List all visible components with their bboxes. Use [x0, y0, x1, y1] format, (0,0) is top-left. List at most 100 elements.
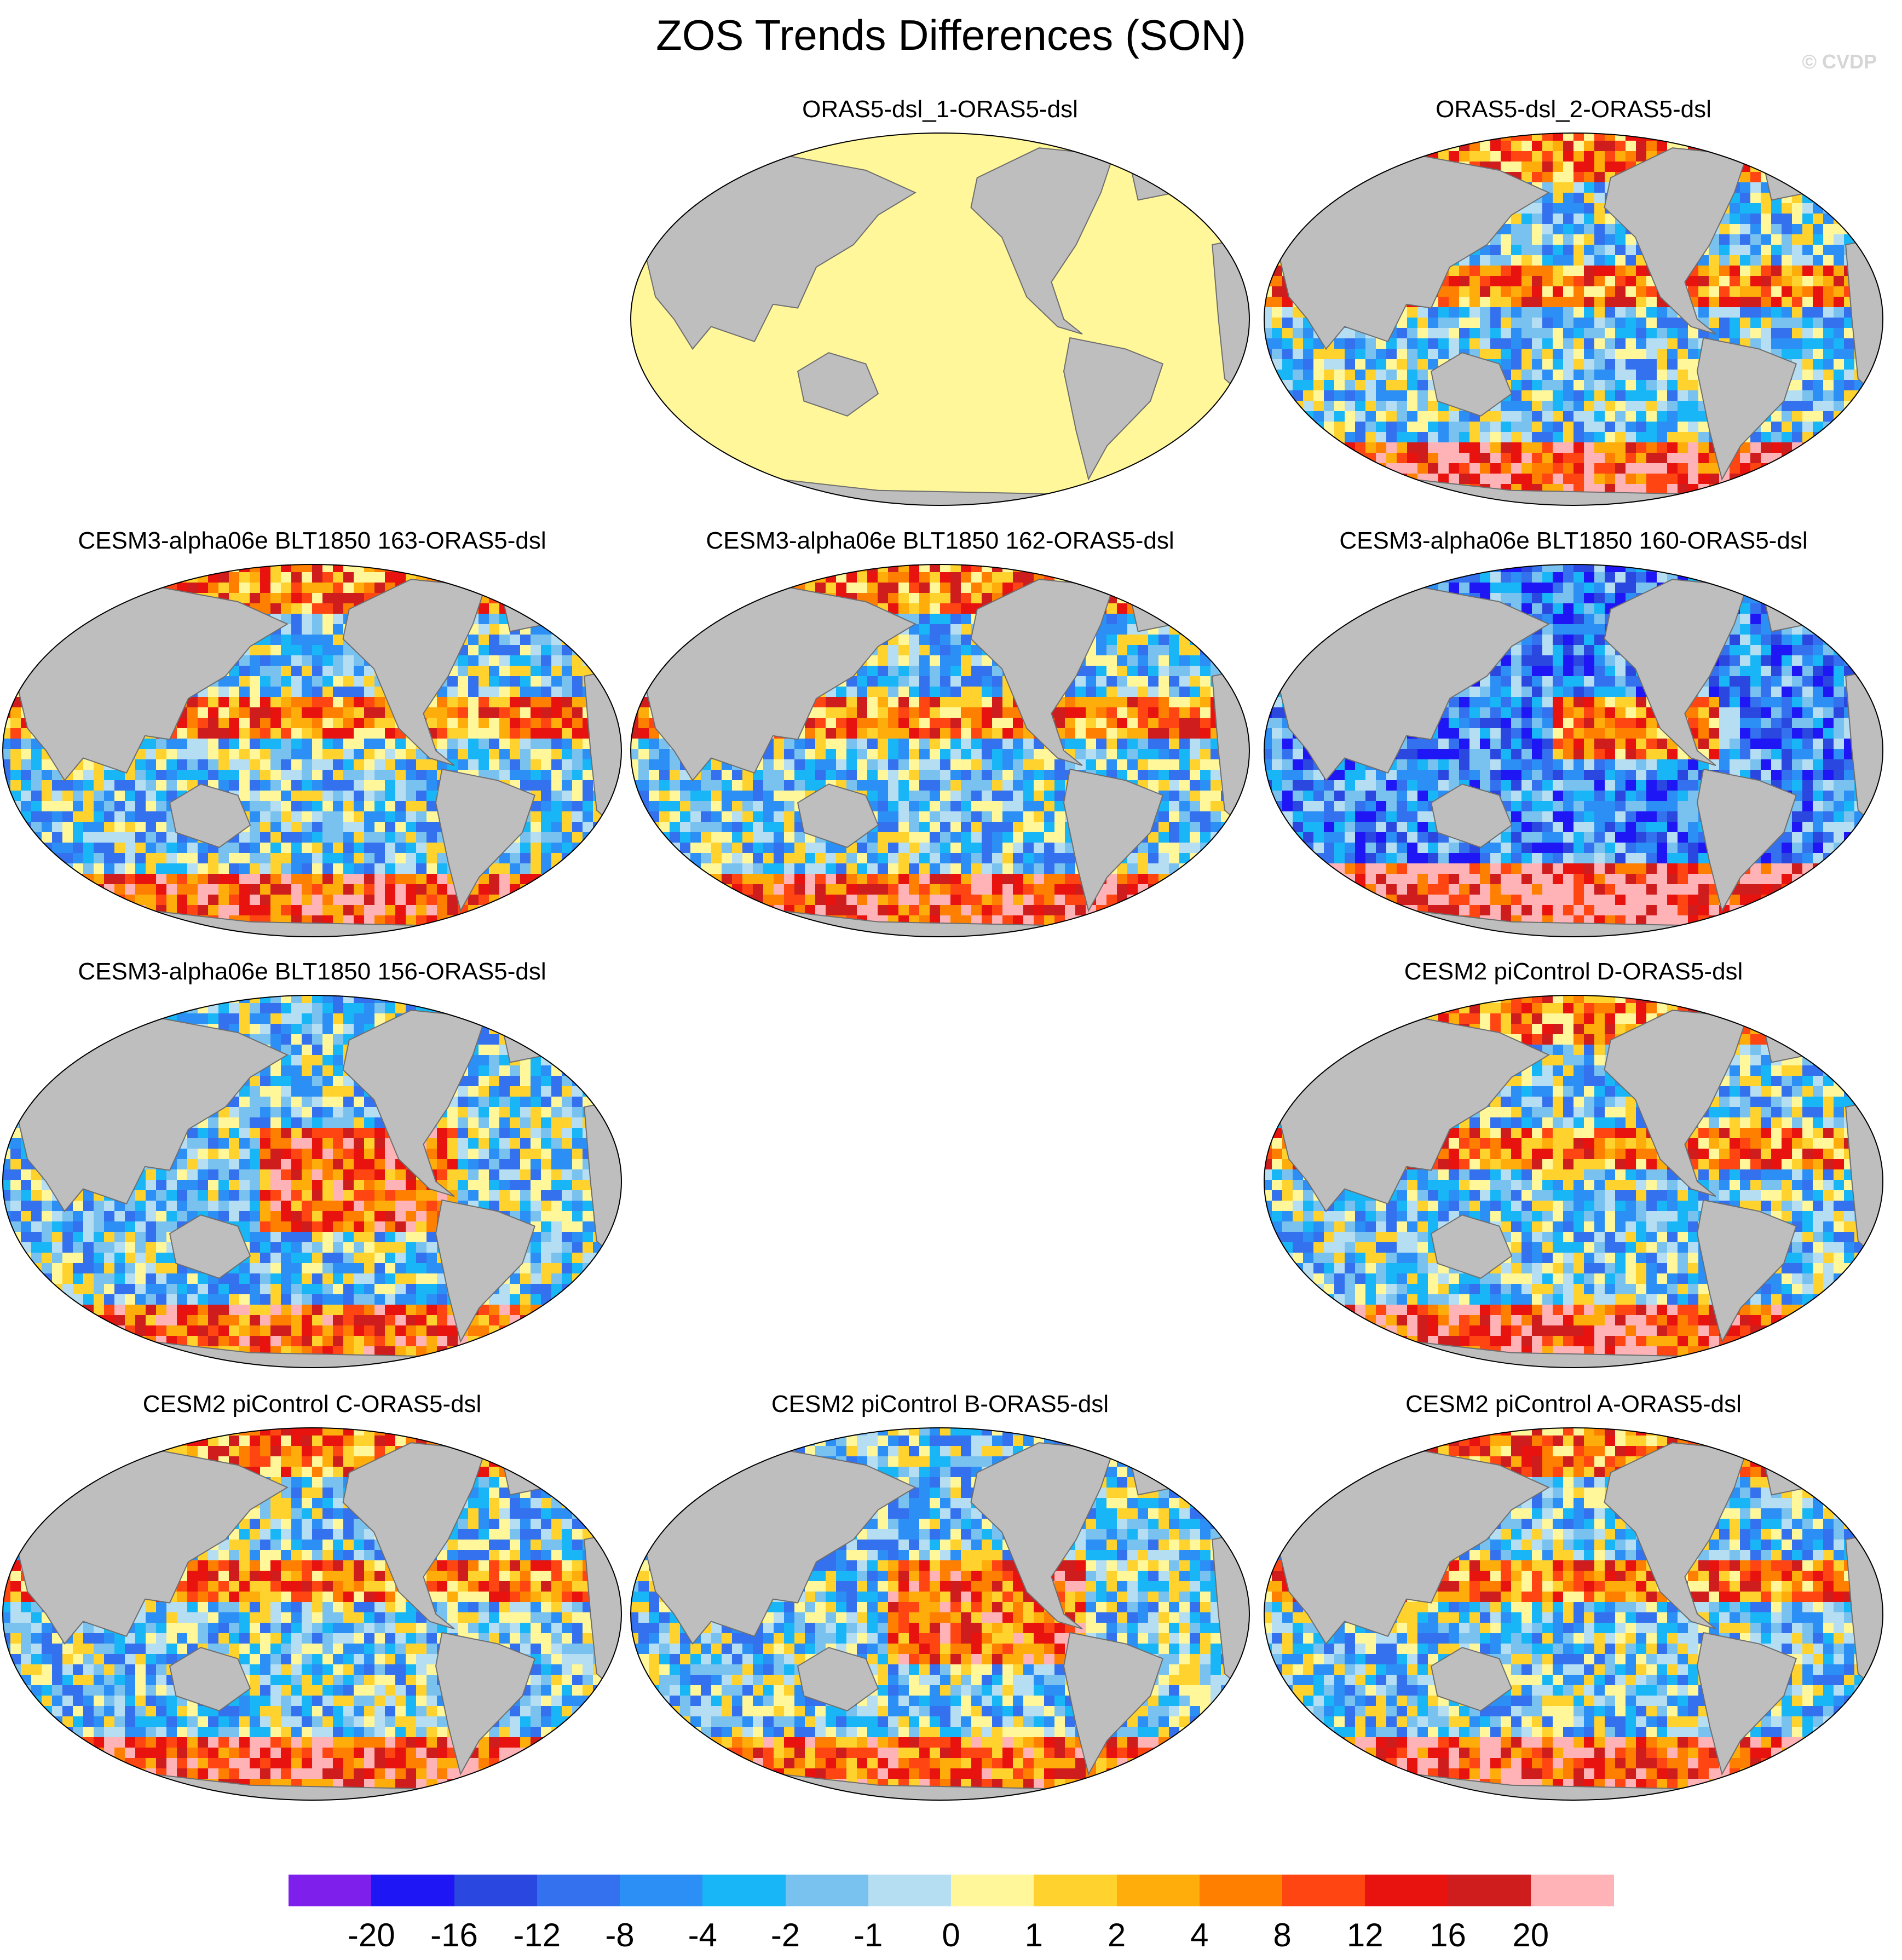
ocean-cell [1532, 463, 1543, 474]
ocean-cell [21, 593, 32, 604]
ocean-cell [520, 926, 531, 937]
ocean-cell [1657, 422, 1668, 433]
ocean-cell [322, 728, 333, 739]
ocean-cell [270, 843, 281, 854]
ocean-cell [322, 759, 333, 770]
ocean-cell [1355, 130, 1366, 141]
ocean-cell [520, 749, 531, 760]
ocean-cell [1345, 453, 1356, 464]
ocean-cell [1449, 328, 1460, 339]
ocean-cell [1261, 328, 1272, 339]
ocean-cell [1480, 453, 1491, 464]
ocean-cell [583, 583, 593, 593]
ocean-cell [1626, 266, 1636, 276]
ocean-cell [416, 895, 427, 906]
ocean-cell [593, 635, 604, 645]
ocean-cell [614, 895, 624, 906]
ocean-cell [1490, 141, 1501, 152]
ocean-cell [364, 822, 375, 833]
ocean-cell [1117, 583, 1128, 593]
ocean-cell [1511, 474, 1522, 485]
ocean-cell [531, 811, 541, 822]
ocean-cell [1771, 203, 1782, 214]
ocean-cell [343, 791, 354, 802]
ocean-cell [1501, 286, 1512, 297]
ocean-cell [1386, 474, 1397, 485]
ocean-cell [1750, 245, 1761, 256]
ocean-cell [1709, 245, 1720, 256]
ocean-cell [187, 583, 198, 593]
ocean-cell [354, 936, 365, 939]
ocean-cell [374, 895, 385, 906]
ocean-cell [1417, 401, 1428, 412]
ocean-cell [1854, 130, 1865, 141]
ocean-cell [1417, 380, 1428, 391]
ocean-cell [10, 624, 21, 635]
ocean-cell [374, 697, 385, 708]
ocean-cell [364, 884, 375, 895]
ocean-cell [1594, 203, 1605, 214]
ocean-cell [114, 572, 125, 583]
ocean-cell [312, 780, 323, 791]
ocean-cell [229, 884, 240, 895]
ocean-cell [711, 583, 722, 593]
ocean-cell [649, 624, 660, 635]
ocean-cell [114, 915, 125, 926]
ocean-cell [572, 562, 583, 573]
ocean-cell [961, 635, 972, 645]
ocean-cell [114, 822, 125, 833]
ocean-cell [426, 843, 437, 854]
ocean-cell [1802, 338, 1813, 349]
ocean-cell [166, 926, 177, 937]
ocean-cell [270, 635, 281, 645]
ocean-cell [322, 832, 333, 843]
ocean-cell [1636, 286, 1647, 297]
ocean-cell [354, 863, 365, 874]
ocean-cell [1792, 266, 1803, 276]
ocean-cell [322, 780, 333, 791]
ocean-cell [690, 603, 701, 614]
ocean-cell [1397, 432, 1408, 443]
ocean-cell [312, 583, 323, 593]
ocean-cell [1574, 141, 1584, 152]
ocean-cell [250, 707, 261, 718]
ocean-cell [1365, 338, 1376, 349]
ocean-cell [1584, 224, 1595, 235]
ocean-cell [250, 676, 261, 687]
ocean-cell [1844, 182, 1855, 193]
ocean-cell [562, 832, 573, 843]
ocean-cell [1594, 245, 1605, 256]
ocean-cell [774, 562, 785, 573]
ocean-cell [531, 843, 541, 854]
ocean-cell [562, 843, 573, 854]
ocean-cell [1646, 328, 1657, 339]
ocean-cell [898, 635, 909, 645]
ocean-cell [1553, 463, 1564, 474]
ocean-cell [499, 739, 510, 750]
ocean-cell [1449, 432, 1460, 443]
ocean-cell [94, 791, 105, 802]
ocean-cell [1761, 214, 1772, 224]
ocean-cell [1438, 318, 1449, 328]
ocean-cell [1469, 276, 1480, 287]
ocean-cell [1553, 422, 1564, 433]
ocean-cell [374, 822, 385, 833]
ocean-cell [1428, 432, 1439, 443]
ocean-cell [281, 905, 292, 916]
ocean-cell [250, 687, 261, 697]
ocean-cell [1261, 505, 1272, 508]
ocean-cell [649, 593, 660, 604]
ocean-cell [125, 874, 136, 885]
ocean-cell [614, 687, 624, 697]
ocean-cell [572, 707, 583, 718]
ocean-cell [510, 728, 521, 739]
ocean-cell [499, 655, 510, 666]
ocean-cell [1615, 505, 1626, 508]
ocean-cell [270, 884, 281, 895]
ocean-cell [1002, 562, 1013, 573]
ocean-cell [670, 635, 681, 645]
ocean-cell [1501, 151, 1512, 162]
ocean-cell [1469, 266, 1480, 276]
ocean-cell [198, 926, 209, 937]
ocean-cell [1678, 328, 1688, 339]
